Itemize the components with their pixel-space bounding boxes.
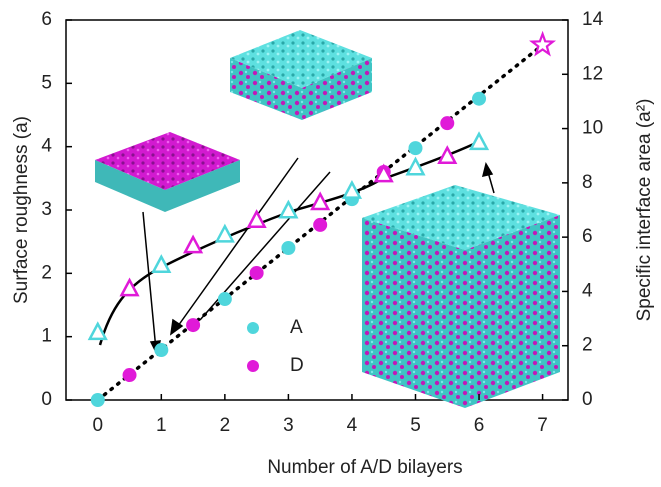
point [218, 292, 232, 306]
point [407, 159, 423, 174]
x-tick-label: 6 [474, 415, 485, 436]
y2-tick-label: 14 [582, 9, 604, 30]
legend-marker [247, 322, 259, 334]
y-tick-label: 1 [41, 326, 52, 347]
y-tick-label: 3 [41, 199, 52, 220]
x-axis-title: Number of A/D bilayers [267, 457, 462, 478]
y2-tick-label: 10 [582, 118, 603, 139]
point [250, 266, 264, 280]
point [313, 218, 327, 232]
inset-right [362, 185, 560, 408]
y2-tick-label: 2 [582, 335, 593, 356]
inset-top [230, 30, 372, 120]
x-tick-label: 0 [92, 415, 103, 436]
y2-tick-label: 4 [582, 280, 593, 301]
point [91, 393, 105, 407]
legend-label: D [290, 355, 304, 376]
y-tick-label: 5 [41, 72, 52, 93]
inset-left [95, 132, 240, 212]
point [186, 318, 200, 332]
y2-tick-label: 8 [582, 172, 593, 193]
y2-tick-label: 12 [582, 63, 603, 84]
y-tick-label: 2 [41, 262, 52, 283]
point [281, 241, 295, 255]
point [154, 343, 168, 357]
x-tick-label: 2 [220, 415, 231, 436]
point [123, 368, 137, 382]
y-tick-label: 6 [41, 9, 52, 30]
y2-tick-label: 0 [582, 389, 593, 410]
legend-marker [247, 360, 259, 372]
point [439, 148, 455, 163]
chart: Number of A/D bilayers Surface roughness… [0, 0, 661, 487]
point [408, 141, 422, 155]
point [471, 134, 487, 149]
y2-axis-title: Specific interface area (a²) [634, 99, 655, 322]
legend-label: A [290, 317, 303, 338]
x-tick-label: 5 [410, 415, 421, 436]
x-tick-label: 1 [156, 415, 167, 436]
point [217, 226, 233, 241]
y-tick-label: 4 [41, 136, 52, 157]
y-tick-label: 0 [41, 389, 52, 410]
x-tick-label: 3 [283, 415, 294, 436]
point [122, 280, 138, 295]
x-tick-label: 7 [537, 415, 548, 436]
y-axis-title: Surface roughness (a) [11, 116, 32, 304]
y2-tick-label: 6 [582, 226, 593, 247]
point [249, 212, 265, 227]
point [185, 237, 201, 252]
x-tick-label: 4 [347, 415, 358, 436]
point [472, 92, 486, 106]
point [440, 116, 454, 130]
